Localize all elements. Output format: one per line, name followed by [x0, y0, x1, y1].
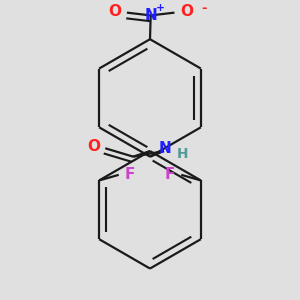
Text: O: O: [181, 4, 194, 19]
Text: N: N: [144, 8, 157, 23]
Text: F: F: [125, 167, 135, 182]
Text: O: O: [88, 140, 100, 154]
Text: -: -: [201, 2, 207, 15]
Text: H: H: [176, 147, 188, 161]
Text: +: +: [156, 3, 165, 14]
Text: F: F: [165, 167, 175, 182]
Text: N: N: [159, 141, 172, 156]
Text: O: O: [108, 4, 121, 19]
